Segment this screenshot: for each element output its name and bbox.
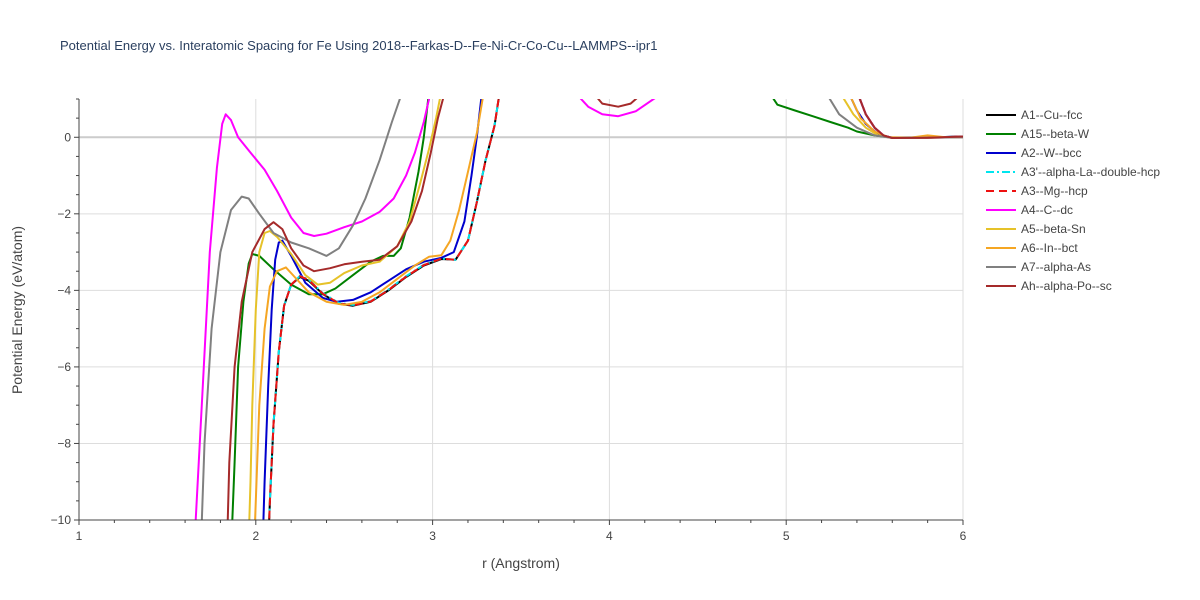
legend[interactable]: A1--Cu--fcc A15--beta-W A2--W--bcc A3'--alp… <box>986 108 1160 293</box>
legend-label: A5--beta-Sn <box>1021 222 1086 236</box>
legend-label: A2--W--bcc <box>1021 146 1081 160</box>
series-layer <box>194 99 963 520</box>
legend-item[interactable]: A3--Mg--hcp <box>986 184 1088 198</box>
tick-labels: 1 2 3 4 5 6 −10 −8 −6 −4 −2 0 <box>51 130 967 543</box>
series-line-9 <box>226 99 963 520</box>
legend-label: A6--In--bct <box>1021 241 1078 255</box>
y-tick-label: −4 <box>57 283 71 297</box>
series-line-7 <box>254 99 963 520</box>
legend-item[interactable]: A1--Cu--fcc <box>986 108 1082 122</box>
y-axis-title: Potential Energy (eV/atom) <box>9 226 25 394</box>
legend-label: A15--beta-W <box>1021 127 1090 141</box>
series-line-1 <box>231 99 963 520</box>
legend-item[interactable]: A6--In--bct <box>986 241 1078 255</box>
x-tick-label: 4 <box>606 529 613 543</box>
legend-label: Ah--alpha-Po--sc <box>1021 279 1112 293</box>
legend-item[interactable]: A3'--alpha-La--double-hcp <box>986 165 1160 179</box>
y-tick-label: −2 <box>57 207 71 221</box>
chart-title: Potential Energy vs. Interatomic Spacing… <box>60 38 657 53</box>
series-line-6 <box>248 99 963 520</box>
legend-item[interactable]: A7--alpha-As <box>986 260 1091 274</box>
y-tick-label: −6 <box>57 360 71 374</box>
x-axis-title: r (Angstrom) <box>482 555 560 571</box>
grid-lines <box>79 99 964 520</box>
x-tick-label: 5 <box>783 529 790 543</box>
y-tick-label: −8 <box>57 436 71 450</box>
legend-item[interactable]: Ah--alpha-Po--sc <box>986 279 1112 293</box>
axes <box>74 98 964 525</box>
legend-item[interactable]: A2--W--bcc <box>986 146 1081 160</box>
legend-label: A4--C--dc <box>1021 203 1073 217</box>
x-tick-label: 1 <box>76 529 83 543</box>
x-tick-label: 3 <box>429 529 436 543</box>
y-tick-label: 0 <box>64 130 71 144</box>
legend-label: A1--Cu--fcc <box>1021 108 1082 122</box>
legend-label: A7--alpha-As <box>1021 260 1091 274</box>
x-tick-label: 6 <box>960 529 967 543</box>
legend-label: A3--Mg--hcp <box>1021 184 1088 198</box>
y-tick-label: −10 <box>51 513 72 527</box>
series-line-5 <box>194 99 963 520</box>
x-tick-label: 2 <box>252 529 259 543</box>
legend-item[interactable]: A4--C--dc <box>986 203 1073 217</box>
series-line-8 <box>200 99 963 520</box>
legend-label: A3'--alpha-La--double-hcp <box>1021 165 1160 179</box>
legend-item[interactable]: A15--beta-W <box>986 127 1090 141</box>
legend-item[interactable]: A5--beta-Sn <box>986 222 1086 236</box>
